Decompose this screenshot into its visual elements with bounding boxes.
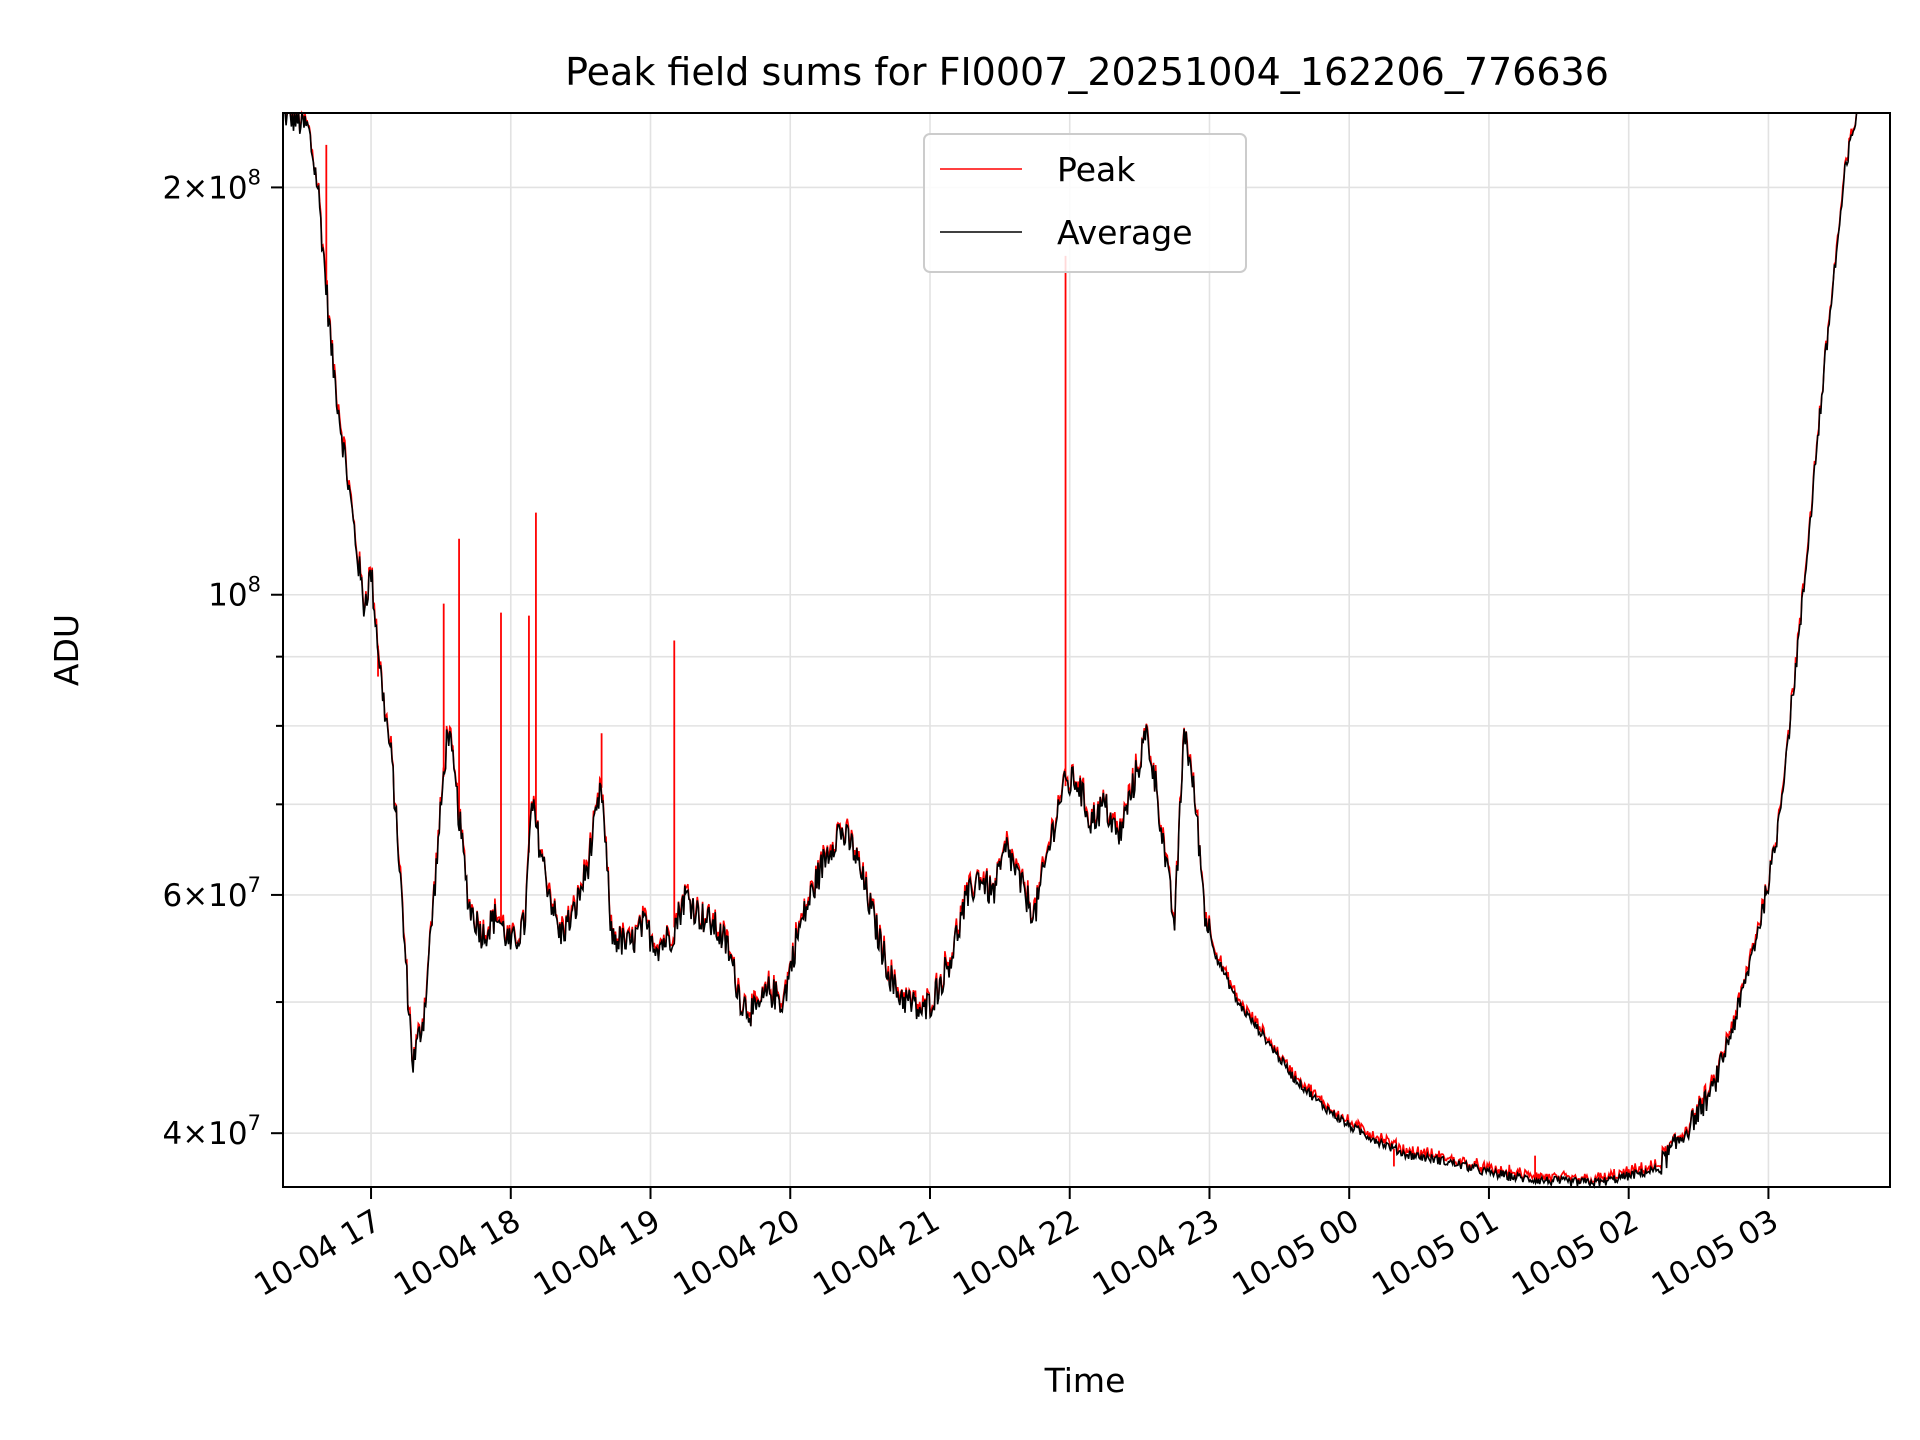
legend-label-peak: Peak: [1057, 150, 1136, 189]
plot-frame: [282, 112, 1891, 1188]
y-axis-label: ADU: [47, 614, 86, 686]
y-tick-label: 6×107: [162, 873, 261, 914]
x-axis-label: Time: [1044, 1361, 1126, 1400]
legend-label-average: Average: [1057, 213, 1193, 252]
chart-title: Peak field sums for FI0007_20251004_1622…: [565, 50, 1609, 94]
y-tick-label: 4×107: [162, 1111, 261, 1152]
legend: Peak Average: [923, 133, 1247, 273]
y-tick-label: 2×108: [162, 165, 261, 206]
